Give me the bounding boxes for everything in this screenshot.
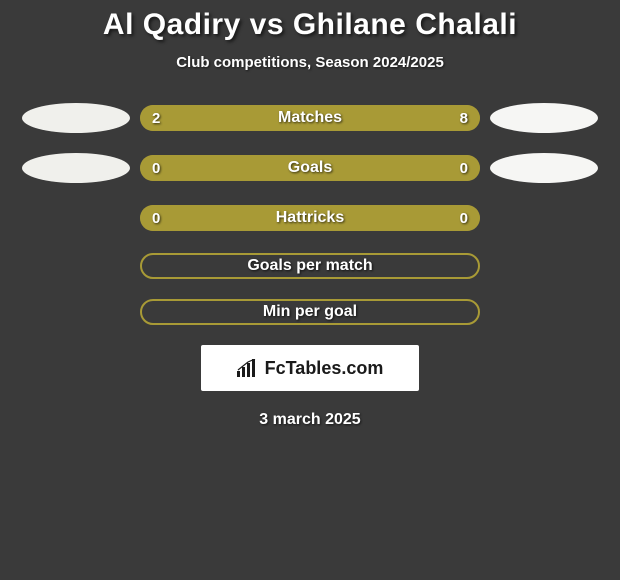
comparison-infographic: Al Qadiry vs Ghilane Chalali Club compet… bbox=[0, 0, 620, 429]
bars-section: 28Matches 00Goals 00Hattricks bbox=[0, 103, 620, 233]
left-ellipse bbox=[22, 103, 130, 133]
stat-bar: 00Goals bbox=[140, 155, 480, 181]
ellipse-spacer bbox=[490, 203, 598, 233]
ellipse-spacer bbox=[22, 203, 130, 233]
outline-stat-bar: Min per goal bbox=[140, 299, 480, 325]
page-title: Al Qadiry vs Ghilane Chalali bbox=[0, 8, 620, 42]
stat-label: Goals bbox=[140, 155, 480, 181]
right-ellipse bbox=[490, 153, 598, 183]
logo-text: FcTables.com bbox=[265, 358, 384, 379]
outline-bars-section: Goals per match Min per goal bbox=[0, 253, 620, 325]
stat-row: 00Goals bbox=[0, 153, 620, 183]
date-label: 3 march 2025 bbox=[0, 411, 620, 429]
stat-label: Hattricks bbox=[140, 205, 480, 231]
fctables-logo: FcTables.com bbox=[201, 345, 419, 391]
stat-label: Matches bbox=[140, 105, 480, 131]
right-ellipse bbox=[490, 103, 598, 133]
stat-bar: 28Matches bbox=[140, 105, 480, 131]
left-ellipse bbox=[22, 153, 130, 183]
stat-bar: 00Hattricks bbox=[140, 205, 480, 231]
stat-row: 28Matches bbox=[0, 103, 620, 133]
stat-row: 00Hattricks bbox=[0, 203, 620, 233]
bars-icon bbox=[237, 359, 259, 377]
outline-stat-bar: Goals per match bbox=[140, 253, 480, 279]
subtitle: Club competitions, Season 2024/2025 bbox=[0, 54, 620, 71]
